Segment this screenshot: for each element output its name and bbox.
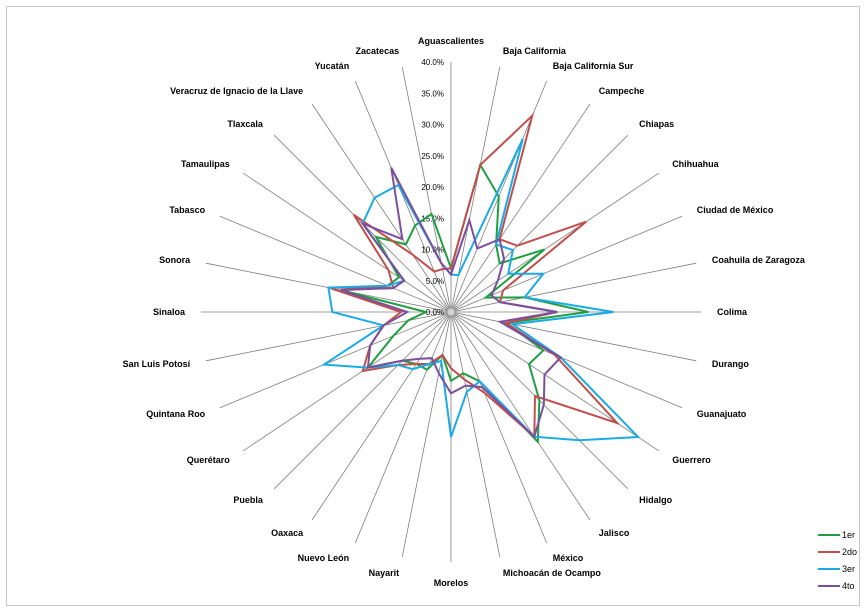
category-label: Hidalgo bbox=[639, 495, 673, 505]
legend-label: 2do bbox=[842, 547, 857, 557]
category-label: México bbox=[553, 553, 584, 563]
spoke-line bbox=[450, 311, 501, 558]
category-label: Sonora bbox=[159, 255, 191, 265]
category-label: Chihuahua bbox=[672, 159, 719, 169]
spoke-line bbox=[450, 311, 660, 452]
category-label: Nuevo León bbox=[298, 553, 350, 563]
spoke-line bbox=[450, 215, 683, 313]
tick-label: 20.0% bbox=[421, 183, 444, 192]
category-label: Michoacán de Ocampo bbox=[503, 568, 602, 578]
series-line-4to bbox=[340, 167, 563, 439]
category-label: Morelos bbox=[434, 578, 469, 588]
category-label: Tlaxcala bbox=[227, 119, 264, 129]
category-label: Guanajuato bbox=[697, 409, 747, 419]
spoke-line bbox=[242, 311, 452, 452]
spoke-line bbox=[219, 311, 452, 409]
category-label: Coahuila de Zaragoza bbox=[712, 255, 806, 265]
spoke-line bbox=[450, 103, 591, 313]
category-label: Guerrero bbox=[672, 455, 711, 465]
series-line-3er bbox=[320, 138, 641, 442]
legend-label: 1er bbox=[842, 530, 855, 540]
category-label: Tamaulipas bbox=[181, 159, 230, 169]
category-label: Yucatán bbox=[315, 61, 350, 71]
category-label: Sinaloa bbox=[153, 307, 186, 317]
spoke-line bbox=[450, 172, 660, 313]
series-line-1er bbox=[340, 162, 589, 445]
category-label: Chiapas bbox=[639, 119, 674, 129]
spoke-line bbox=[273, 311, 452, 490]
center-marker bbox=[446, 307, 456, 317]
spoke-line bbox=[354, 311, 452, 544]
spoke-line bbox=[450, 134, 629, 313]
spoke-line bbox=[450, 262, 697, 313]
tick-label: 35.0% bbox=[421, 89, 444, 98]
spoke-line bbox=[311, 311, 452, 521]
spoke-line bbox=[311, 103, 452, 313]
category-label: Campeche bbox=[599, 86, 645, 96]
spoke-line bbox=[450, 311, 591, 521]
spoke-line bbox=[401, 66, 452, 313]
chart-frame bbox=[6, 6, 860, 606]
category-label: Baja California bbox=[503, 46, 567, 56]
tick-label: 40.0% bbox=[421, 58, 444, 67]
series-line-2do bbox=[328, 112, 621, 439]
tick-label: 0.0% bbox=[426, 308, 444, 317]
spoke-line bbox=[354, 80, 452, 313]
category-label: Veracruz de Ignacio de la Llave bbox=[170, 86, 303, 96]
category-label: Oaxaca bbox=[271, 528, 304, 538]
category-label: Durango bbox=[712, 359, 750, 369]
legend-label: 3er bbox=[842, 564, 855, 574]
category-label: Puebla bbox=[233, 495, 264, 505]
category-label: Quintana Roo bbox=[146, 409, 205, 419]
tick-label: 30.0% bbox=[421, 121, 444, 130]
spoke-line bbox=[450, 311, 697, 362]
category-label: Colima bbox=[717, 307, 748, 317]
category-label: Ciudad de México bbox=[697, 205, 774, 215]
category-label: Baja California Sur bbox=[553, 61, 634, 71]
tick-label: 25.0% bbox=[421, 152, 444, 161]
spoke-line bbox=[219, 215, 452, 313]
category-label: Zacatecas bbox=[356, 46, 400, 56]
category-label: Tabasco bbox=[169, 205, 205, 215]
tick-label: 5.0% bbox=[426, 277, 444, 286]
spoke-line bbox=[450, 311, 683, 409]
category-label: Nayarit bbox=[369, 568, 400, 578]
legend-label: 4to bbox=[842, 581, 855, 591]
category-label: San Luis Potosí bbox=[123, 359, 191, 369]
category-label: Jalisco bbox=[599, 528, 630, 538]
spoke-line bbox=[450, 311, 548, 544]
spoke-line bbox=[242, 172, 452, 313]
category-label: Querétaro bbox=[187, 455, 231, 465]
tick-label: 10.0% bbox=[421, 246, 444, 255]
spoke-line bbox=[401, 311, 452, 558]
category-label: Aguascalientes bbox=[418, 36, 484, 46]
